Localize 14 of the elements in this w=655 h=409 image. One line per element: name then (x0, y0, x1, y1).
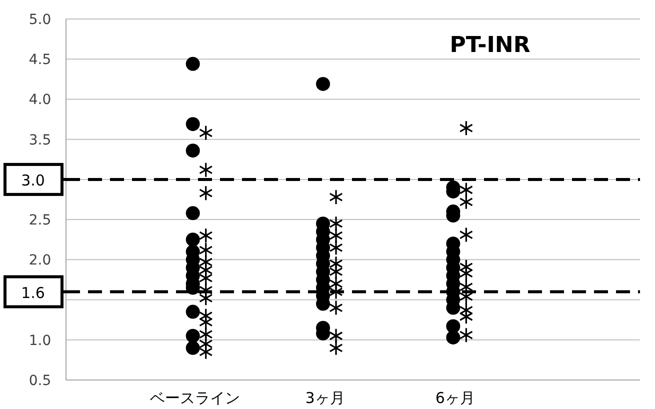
text: PT-INR (450, 33, 530, 58)
y-tick-label: 5.0 (28, 12, 52, 28)
y-tick-label: 3.5 (28, 132, 52, 148)
ref-line-label: 3.0 (21, 171, 45, 190)
x-tick-label: 3ヶ月 (305, 389, 345, 407)
y-tick-label: 4.5 (28, 52, 52, 68)
y-tick-label: 0.5 (28, 373, 52, 389)
y-tick-label: 2.0 (28, 252, 52, 269)
y-tick-label: 2.5 (28, 212, 52, 229)
ref-line-label: 1.6 (21, 284, 45, 302)
y-tick-label: 4.0 (28, 92, 52, 108)
y-tick-label: 1.0 (28, 332, 52, 349)
x-tick-label: ベースライン (150, 389, 240, 407)
x-tick-label: 6ヶ月 (435, 389, 475, 407)
